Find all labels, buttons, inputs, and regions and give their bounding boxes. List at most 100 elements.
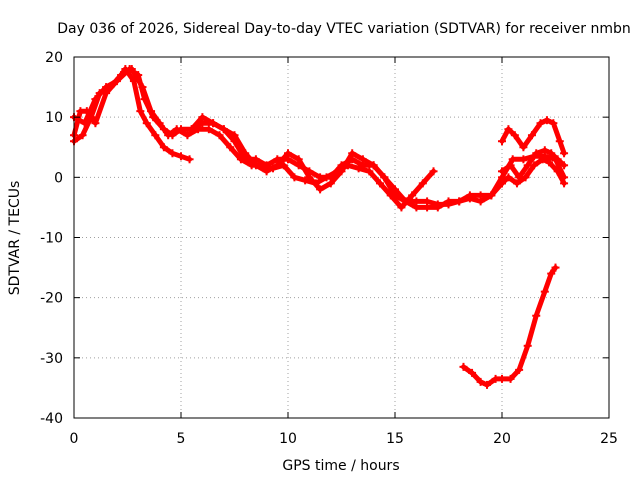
data-point <box>138 83 147 92</box>
data-point <box>483 380 492 389</box>
grid-layer <box>74 57 609 418</box>
data-point <box>322 173 331 182</box>
data-point <box>142 119 151 128</box>
data-point <box>91 119 100 128</box>
x-tick-label: 25 <box>600 431 618 447</box>
data-point <box>136 107 145 116</box>
data-point <box>78 131 87 140</box>
data-point <box>155 119 164 128</box>
data-point <box>542 116 551 125</box>
data-point <box>147 107 156 116</box>
data-point <box>560 161 569 170</box>
data-point <box>498 179 506 188</box>
data-point <box>553 167 562 176</box>
data-point <box>290 173 299 182</box>
tick-layer: 0 5 10 15 20 25 -40 -30 -20 -10 0 10 20 <box>40 50 618 447</box>
data-point <box>519 155 528 164</box>
y-tick-label: -20 <box>40 291 63 307</box>
data-point <box>498 374 506 383</box>
x-tick-label: 10 <box>279 431 297 447</box>
data-point <box>465 194 474 203</box>
data-point <box>504 125 513 134</box>
data-point <box>251 161 260 170</box>
data-point <box>498 167 506 176</box>
data-point <box>219 125 228 134</box>
data-point <box>433 203 442 212</box>
data-point <box>401 197 410 206</box>
data-point <box>521 173 530 182</box>
x-tick-label: 15 <box>386 431 404 447</box>
data-point <box>549 119 558 128</box>
y-tick-label: 0 <box>54 170 63 186</box>
data-point <box>168 149 177 158</box>
data-point <box>530 161 539 170</box>
data-point <box>523 341 532 350</box>
x-tick-label: 20 <box>493 431 511 447</box>
data-point <box>560 149 569 158</box>
data-point <box>397 203 406 212</box>
data-point <box>305 173 314 182</box>
data-point <box>177 152 185 161</box>
series-layer <box>70 65 569 389</box>
data-point <box>358 155 367 164</box>
data-point <box>316 185 325 194</box>
data-point <box>172 125 181 134</box>
data-point <box>510 131 519 140</box>
data-point <box>508 155 517 164</box>
data-point <box>209 119 218 128</box>
data-point <box>536 119 545 128</box>
data-point <box>159 143 168 152</box>
chart-title: Day 036 of 2026, Sidereal Day-to-day VTE… <box>57 21 631 37</box>
data-point <box>337 167 346 176</box>
data-point <box>519 143 528 152</box>
series-line-5 <box>499 117 567 156</box>
data-point <box>455 197 464 206</box>
x-axis-title: GPS time / hours <box>282 458 399 474</box>
data-point <box>215 131 224 140</box>
y-tick-label: -10 <box>40 231 63 247</box>
data-point <box>506 374 515 383</box>
y-tick-label: 10 <box>45 110 63 126</box>
data-point <box>498 137 506 146</box>
data-point <box>348 149 357 158</box>
data-point <box>547 149 556 158</box>
data-point <box>365 167 374 176</box>
y-tick-label: -30 <box>40 351 63 367</box>
data-point <box>551 263 560 272</box>
data-point <box>459 362 468 371</box>
data-point <box>241 149 250 158</box>
data-point <box>547 269 556 278</box>
data-point <box>183 131 192 140</box>
data-point <box>560 179 569 188</box>
data-point <box>423 203 432 212</box>
data-point <box>198 113 207 122</box>
data-point <box>444 197 453 206</box>
y-axis-title: SDTVAR / TECUs <box>7 181 23 296</box>
data-point <box>538 155 547 164</box>
data-point <box>555 137 564 146</box>
data-point <box>117 71 126 80</box>
data-point <box>512 179 521 188</box>
data-point <box>504 173 513 182</box>
data-point <box>187 125 196 134</box>
data-point <box>284 149 292 158</box>
data-point <box>326 179 335 188</box>
data-point <box>273 161 282 170</box>
data-point <box>151 131 160 140</box>
x-tick-label: 5 <box>177 431 186 447</box>
data-point <box>476 197 485 206</box>
data-point <box>294 155 303 164</box>
data-point <box>262 167 271 176</box>
data-point <box>87 113 96 122</box>
data-point <box>204 125 213 134</box>
data-point <box>391 191 399 200</box>
series-line-8 <box>461 265 558 388</box>
data-point <box>236 155 245 164</box>
data-point <box>487 191 496 200</box>
data-point <box>226 143 235 152</box>
x-tick-label: 0 <box>70 431 79 447</box>
data-point <box>418 179 427 188</box>
data-point <box>545 158 554 167</box>
